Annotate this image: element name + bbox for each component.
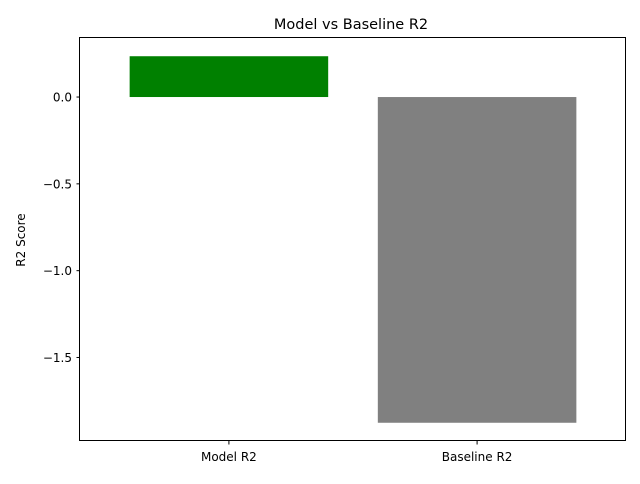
y-tick-label: −1.0 — [43, 264, 72, 278]
ticks-layer: 0.0 −0.5 −1.0 −1.5 Model R2 Baseline R2 — [43, 91, 513, 464]
y-tick-label: −0.5 — [43, 177, 72, 191]
bars-layer — [129, 56, 577, 423]
y-axis-label: R2 Score — [14, 213, 28, 266]
y-tick-label: −1.5 — [43, 351, 72, 365]
x-tick-label: Model R2 — [201, 450, 257, 464]
x-tick-label: Baseline R2 — [442, 450, 513, 464]
bar-model-r2 — [129, 56, 329, 98]
bar-baseline-r2 — [377, 97, 577, 423]
plot-frame — [79, 37, 626, 441]
chart-title: Model vs Baseline R2 — [274, 17, 428, 33]
y-tick-label: 0.0 — [53, 91, 72, 105]
